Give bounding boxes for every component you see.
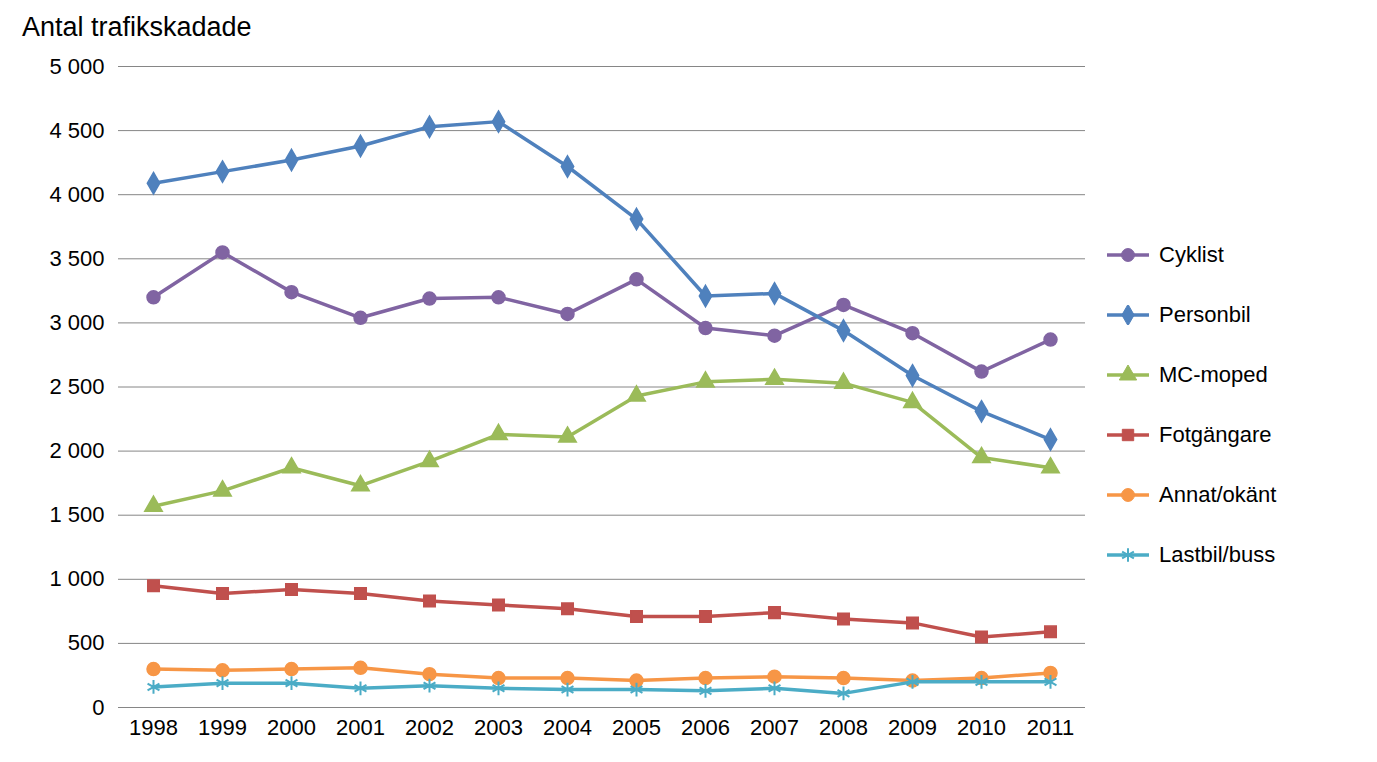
svg-text:2002: 2002 bbox=[405, 715, 454, 740]
svg-text:4 000: 4 000 bbox=[49, 182, 104, 207]
svg-text:2000: 2000 bbox=[267, 715, 316, 740]
svg-text:2006: 2006 bbox=[681, 715, 730, 740]
svg-text:2003: 2003 bbox=[474, 715, 523, 740]
svg-text:1999: 1999 bbox=[198, 715, 247, 740]
html-text:MC-moped: MC-moped bbox=[1159, 361, 1268, 387]
svg-text:1 500: 1 500 bbox=[49, 502, 104, 527]
html-text:Cyklist: Cyklist bbox=[1159, 241, 1224, 267]
svg-text:2008: 2008 bbox=[819, 715, 868, 740]
svg-text:2011: 2011 bbox=[1027, 715, 1074, 740]
svg-text:2010: 2010 bbox=[957, 715, 1006, 740]
html-text:Fotgängare: Fotgängare bbox=[1159, 421, 1272, 447]
svg-text:5 000: 5 000 bbox=[49, 54, 104, 79]
svg-text:4 500: 4 500 bbox=[49, 118, 104, 143]
svg-text:2 000: 2 000 bbox=[49, 438, 104, 463]
html-text:Antal trafikskadade: Antal trafikskadade bbox=[22, 12, 252, 42]
svg-text:2005: 2005 bbox=[612, 715, 661, 740]
html-text:Annat/okänt: Annat/okänt bbox=[1159, 481, 1277, 507]
svg-text:1 000: 1 000 bbox=[49, 566, 104, 591]
svg-text:2004: 2004 bbox=[543, 715, 592, 740]
svg-text:2009: 2009 bbox=[888, 715, 937, 740]
svg-text:500: 500 bbox=[68, 630, 105, 655]
html-text:Personbil: Personbil bbox=[1159, 301, 1251, 327]
svg-text:2007: 2007 bbox=[750, 715, 799, 740]
svg-text:2 500: 2 500 bbox=[49, 374, 104, 399]
svg-text:1998: 1998 bbox=[129, 715, 178, 740]
svg-text:3 500: 3 500 bbox=[49, 246, 104, 271]
html-text:Lastbil/buss: Lastbil/buss bbox=[1159, 541, 1276, 567]
svg-text:2001: 2001 bbox=[336, 715, 385, 740]
svg-text:0: 0 bbox=[92, 695, 104, 720]
svg-text:3 000: 3 000 bbox=[49, 310, 104, 335]
